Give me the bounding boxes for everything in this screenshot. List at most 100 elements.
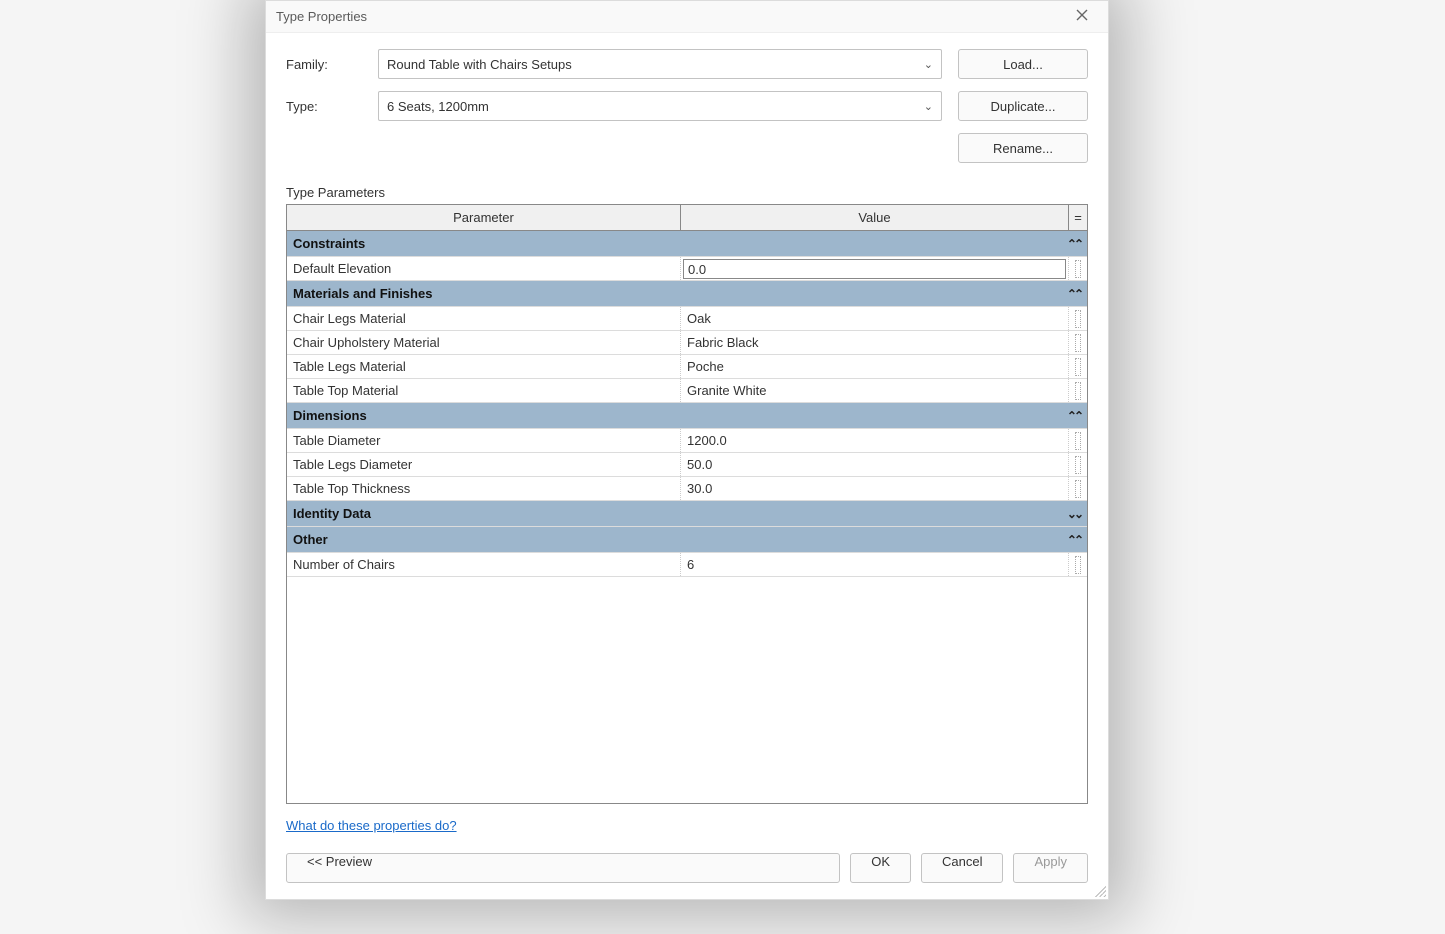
formula-cell[interactable]: [1069, 553, 1087, 576]
expand-icon: ⌄⌄: [1067, 507, 1081, 521]
duplicate-button[interactable]: Duplicate...: [958, 91, 1088, 121]
parameter-value-cell[interactable]: Granite White: [681, 379, 1069, 402]
header-eq[interactable]: =: [1069, 205, 1087, 230]
formula-button[interactable]: [1075, 260, 1081, 278]
parameter-row: Table Top Thickness30.0: [287, 477, 1087, 501]
parameter-value-cell[interactable]: 30.0: [681, 477, 1069, 500]
formula-button[interactable]: [1075, 456, 1081, 474]
type-dropdown[interactable]: 6 Seats, 1200mm ⌄: [378, 91, 942, 121]
chevron-down-icon: ⌄: [918, 58, 933, 71]
group-header[interactable]: Dimensions⌃⌃: [287, 403, 1087, 429]
parameters-grid: Parameter Value = Constraints⌃⌃Default E…: [286, 204, 1088, 804]
grid-header: Parameter Value =: [287, 205, 1087, 231]
formula-cell[interactable]: [1069, 453, 1087, 476]
collapse-icon: ⌃⌃: [1067, 409, 1081, 423]
titlebar: Type Properties: [266, 1, 1108, 33]
parameter-value-cell[interactable]: Fabric Black: [681, 331, 1069, 354]
duplicate-button-label: Duplicate...: [990, 99, 1055, 114]
family-dropdown-value: Round Table with Chairs Setups: [387, 57, 918, 72]
close-icon: [1076, 9, 1088, 24]
resize-grip[interactable]: [1092, 883, 1106, 897]
parameter-value-cell[interactable]: Oak: [681, 307, 1069, 330]
group-header-label: Other: [293, 532, 1067, 547]
dialog-title: Type Properties: [276, 9, 1066, 24]
help-link[interactable]: What do these properties do?: [286, 818, 1088, 833]
rename-row: Rename...: [286, 133, 1088, 163]
parameter-row: Chair Upholstery MaterialFabric Black: [287, 331, 1087, 355]
type-row: Type: 6 Seats, 1200mm ⌄ Duplicate...: [286, 91, 1088, 121]
parameter-value-cell[interactable]: Poche: [681, 355, 1069, 378]
parameter-value-cell[interactable]: 6: [681, 553, 1069, 576]
load-button-label: Load...: [1003, 57, 1043, 72]
parameter-name-cell[interactable]: Chair Legs Material: [287, 307, 681, 330]
parameter-row: Number of Chairs6: [287, 553, 1087, 577]
formula-cell[interactable]: [1069, 379, 1087, 402]
formula-button[interactable]: [1075, 432, 1081, 450]
parameter-name-cell[interactable]: Table Diameter: [287, 429, 681, 452]
ok-button-label: OK: [871, 854, 890, 869]
rename-button-label: Rename...: [993, 141, 1053, 156]
rename-button[interactable]: Rename...: [958, 133, 1088, 163]
parameter-value-cell[interactable]: 0.0: [681, 257, 1069, 280]
parameter-row: Default Elevation0.0: [287, 257, 1087, 281]
parameter-name-cell[interactable]: Table Top Thickness: [287, 477, 681, 500]
parameter-name-cell[interactable]: Table Legs Diameter: [287, 453, 681, 476]
parameter-name-cell[interactable]: Number of Chairs: [287, 553, 681, 576]
formula-button[interactable]: [1075, 358, 1081, 376]
cancel-button[interactable]: Cancel: [921, 853, 1003, 883]
dialog-content: Family: Round Table with Chairs Setups ⌄…: [266, 33, 1108, 843]
chevron-down-icon: ⌄: [918, 100, 933, 113]
formula-button[interactable]: [1075, 556, 1081, 574]
formula-cell[interactable]: [1069, 257, 1087, 280]
parameter-name-cell[interactable]: Default Elevation: [287, 257, 681, 280]
load-button[interactable]: Load...: [958, 49, 1088, 79]
group-header-label: Identity Data: [293, 506, 1067, 521]
family-label: Family:: [286, 57, 378, 72]
parameter-name-cell[interactable]: Table Top Material: [287, 379, 681, 402]
type-properties-dialog: Type Properties Family: Round Table with…: [265, 0, 1109, 900]
group-header[interactable]: Constraints⌃⌃: [287, 231, 1087, 257]
collapse-icon: ⌃⌃: [1067, 533, 1081, 547]
parameter-row: Table Top MaterialGranite White: [287, 379, 1087, 403]
group-header[interactable]: Other⌃⌃: [287, 527, 1087, 553]
formula-button[interactable]: [1075, 382, 1081, 400]
collapse-icon: ⌃⌃: [1067, 237, 1081, 251]
formula-button[interactable]: [1075, 310, 1081, 328]
formula-cell[interactable]: [1069, 477, 1087, 500]
grid-body: Constraints⌃⌃Default Elevation0.0Materia…: [287, 231, 1087, 803]
group-header-label: Materials and Finishes: [293, 286, 1067, 301]
header-parameter[interactable]: Parameter: [287, 205, 681, 230]
header-value[interactable]: Value: [681, 205, 1069, 230]
group-header[interactable]: Materials and Finishes⌃⌃: [287, 281, 1087, 307]
apply-button[interactable]: Apply: [1013, 853, 1088, 883]
group-header-label: Dimensions: [293, 408, 1067, 423]
parameter-name-cell[interactable]: Chair Upholstery Material: [287, 331, 681, 354]
type-parameters-label: Type Parameters: [286, 185, 1088, 200]
family-row: Family: Round Table with Chairs Setups ⌄…: [286, 49, 1088, 79]
parameter-row: Table Legs MaterialPoche: [287, 355, 1087, 379]
collapse-icon: ⌃⌃: [1067, 287, 1081, 301]
formula-button[interactable]: [1075, 334, 1081, 352]
formula-button[interactable]: [1075, 480, 1081, 498]
group-header[interactable]: Identity Data⌄⌄: [287, 501, 1087, 527]
preview-button-label: << Preview: [307, 854, 372, 869]
dialog-footer: << Preview OK Cancel Apply: [266, 843, 1108, 899]
parameter-value-cell[interactable]: 50.0: [681, 453, 1069, 476]
parameter-row: Table Diameter1200.0: [287, 429, 1087, 453]
apply-button-label: Apply: [1034, 854, 1067, 869]
type-label: Type:: [286, 99, 378, 114]
formula-cell[interactable]: [1069, 429, 1087, 452]
ok-button[interactable]: OK: [850, 853, 911, 883]
parameter-name-cell[interactable]: Table Legs Material: [287, 355, 681, 378]
formula-cell[interactable]: [1069, 307, 1087, 330]
close-button[interactable]: [1066, 5, 1098, 29]
family-dropdown[interactable]: Round Table with Chairs Setups ⌄: [378, 49, 942, 79]
formula-cell[interactable]: [1069, 331, 1087, 354]
preview-button[interactable]: << Preview: [286, 853, 840, 883]
formula-cell[interactable]: [1069, 355, 1087, 378]
group-header-label: Constraints: [293, 236, 1067, 251]
parameter-value-cell[interactable]: 1200.0: [681, 429, 1069, 452]
value-input[interactable]: 0.0: [683, 259, 1066, 279]
parameter-row: Table Legs Diameter50.0: [287, 453, 1087, 477]
type-dropdown-value: 6 Seats, 1200mm: [387, 99, 918, 114]
